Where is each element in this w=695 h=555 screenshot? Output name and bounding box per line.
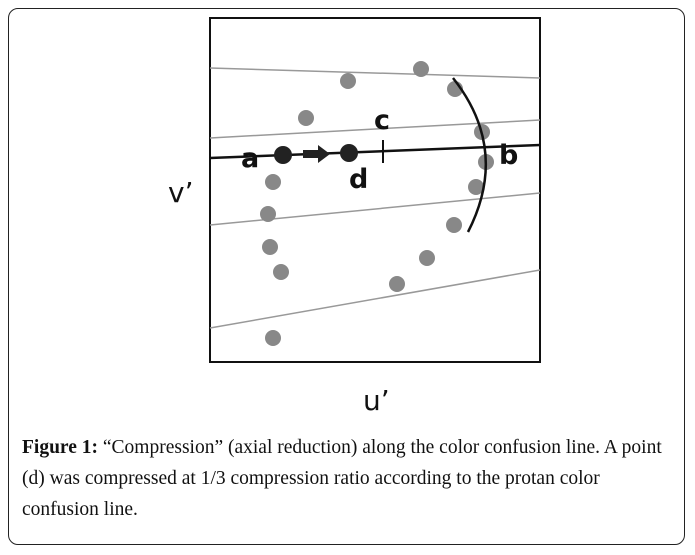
figure-frame	[8, 8, 685, 545]
label-d: d	[349, 164, 368, 195]
label-c: c	[374, 105, 390, 136]
caption-text: “Compression” (axial reduction) along th…	[22, 437, 662, 520]
arrow	[303, 145, 330, 163]
label-b: b	[499, 140, 518, 171]
y-axis-label: v’	[168, 176, 193, 209]
plot-frame	[209, 17, 541, 363]
label-a: a	[241, 143, 259, 174]
confusion-lines	[209, 67, 541, 329]
x-axis-label: u’	[363, 384, 390, 417]
caption: Figure 1: “Compression” (axial reduction…	[22, 432, 677, 525]
point-a	[274, 146, 292, 164]
caption-label: Figure 1:	[22, 437, 99, 458]
gamut-arc	[452, 77, 488, 233]
point-d	[340, 144, 358, 162]
color-dots	[260, 61, 494, 346]
